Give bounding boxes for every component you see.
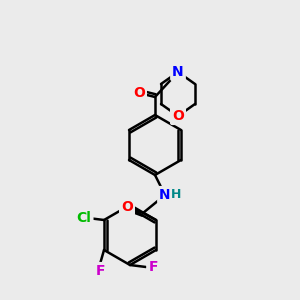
Text: N: N: [172, 65, 184, 79]
Text: Cl: Cl: [76, 211, 92, 225]
Text: O: O: [172, 109, 184, 123]
Text: F: F: [148, 260, 158, 274]
Text: N: N: [159, 188, 171, 202]
Text: H: H: [171, 188, 181, 202]
Text: O: O: [133, 86, 145, 100]
Text: O: O: [121, 200, 133, 214]
Text: F: F: [95, 264, 105, 278]
